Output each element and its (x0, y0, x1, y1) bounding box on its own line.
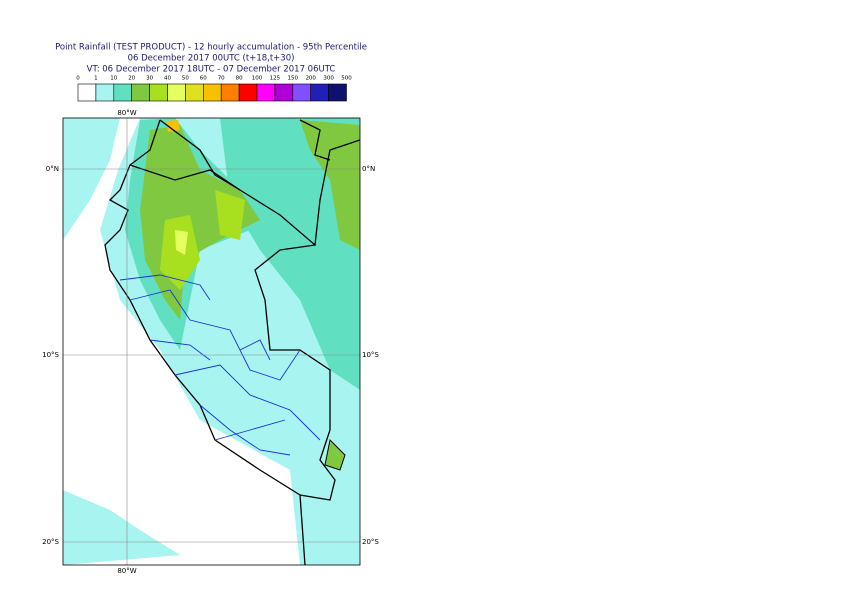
legend-level: 125 (270, 76, 281, 82)
legend-swatch (203, 83, 222, 102)
legend-level: 80 (236, 76, 243, 82)
rain-40 (175, 230, 188, 255)
legend-swatch (77, 83, 97, 102)
border (299, 119, 331, 161)
legend-level: 70 (218, 76, 225, 82)
map-area (63, 118, 360, 565)
lat-label: 10°S (42, 351, 59, 359)
legend-level: 500 (341, 76, 352, 82)
legend-swatch (113, 83, 133, 102)
subtitle: 06 December 2017 00UTC (t+18,t+30) (128, 54, 295, 64)
lon-label: 80°W (117, 109, 136, 117)
legend-level: 300 (323, 76, 334, 82)
rain-10 (220, 118, 360, 390)
valid-time: VT: 06 December 2017 18UTC - 07 December… (87, 65, 336, 75)
rain-30 (160, 215, 200, 290)
legend-swatch (131, 83, 150, 102)
legend-level: 100 (252, 76, 263, 82)
legend-level: 200 (305, 76, 316, 82)
rain-1 (63, 490, 180, 565)
legend-level: 0 (76, 76, 80, 82)
legend-level: 50 (182, 76, 189, 82)
lat-label: 0°N (362, 165, 375, 173)
lat-label: 10°S (362, 351, 379, 359)
legend-level: 60 (200, 76, 207, 82)
lon-label: 80°W (117, 567, 136, 575)
legend-swatch (238, 83, 258, 102)
legend-swatch (220, 83, 240, 102)
legend-swatch (256, 83, 276, 102)
rain-1 (63, 118, 120, 240)
lat-label: 20°S (362, 538, 379, 546)
legend-level: 20 (128, 76, 135, 82)
legend: 0 1 10 20 30 40 50 60 70 80 100 125 150 200 300 500 (76, 76, 352, 102)
legend-swatch (149, 83, 168, 102)
legend-swatch (274, 83, 294, 102)
rain-60 (166, 120, 180, 132)
lat-label: 20°S (42, 538, 59, 546)
legend-swatch (185, 83, 204, 102)
border (159, 119, 360, 247)
lat-label: 0°N (46, 165, 59, 173)
legend-swatch (167, 83, 186, 102)
admin-borders (119, 274, 321, 456)
legend-swatch (310, 83, 329, 102)
border (129, 164, 241, 191)
legend-level: 150 (288, 76, 299, 82)
coastline (104, 119, 306, 565)
legend-level: 40 (164, 76, 171, 82)
legend-swatch (328, 83, 347, 102)
legend-swatch (292, 83, 311, 102)
title: Point Rainfall (TEST PRODUCT) - 12 hourl… (55, 43, 367, 53)
lake (324, 438, 346, 471)
legend-swatch (95, 83, 115, 102)
legend-level: 10 (110, 76, 117, 82)
graticule (63, 118, 360, 565)
legend-level: 1 (94, 76, 98, 82)
legend-level: 30 (146, 76, 153, 82)
rain-30 (215, 190, 245, 240)
map-frame (62, 117, 361, 566)
border (254, 244, 336, 501)
